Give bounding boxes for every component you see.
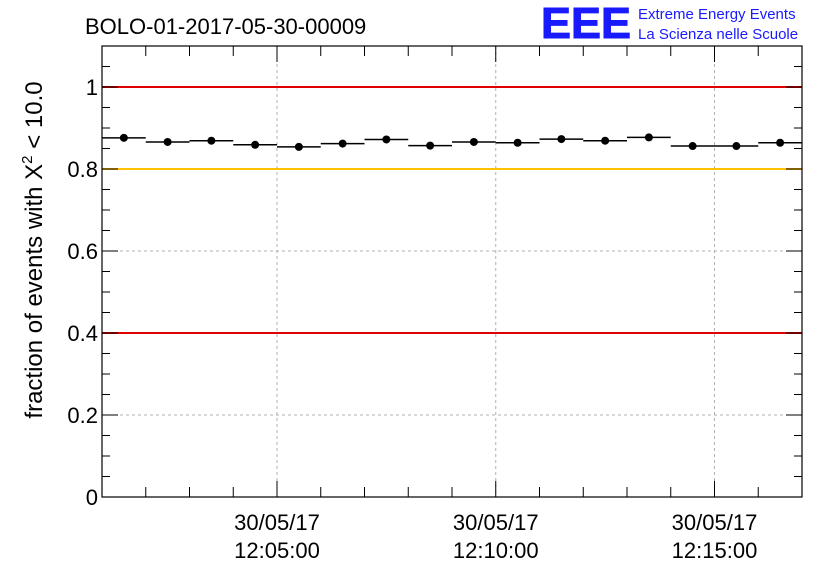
eee-logo-line2: La Scienza nelle Scuole	[638, 26, 798, 43]
threshold-lines	[102, 86, 802, 334]
data-point	[776, 138, 785, 147]
x-tick-label-time: 12:05:00	[234, 538, 320, 563]
x-tick-label-date: 30/05/17	[672, 510, 758, 535]
data-point	[426, 141, 435, 150]
data-point	[732, 142, 741, 151]
data-point	[251, 140, 260, 149]
data-point	[294, 142, 303, 151]
grid	[102, 46, 802, 497]
chart-title: BOLO-01-2017-05-30-00009	[85, 14, 366, 39]
data-point	[513, 138, 522, 147]
axes	[101, 45, 803, 498]
x-tick-label-time: 12:15:00	[672, 538, 758, 563]
x-tick-label-date: 30/05/17	[453, 510, 539, 535]
eee-logo: EEE Extreme Energy Events La Scienza nel…	[541, 0, 799, 49]
y-tick-label: 0.4	[67, 321, 98, 346]
data-point	[163, 137, 172, 146]
y-tick-label: 0.2	[67, 403, 98, 428]
data-point	[469, 137, 478, 146]
y-tick-label: 0	[86, 485, 98, 510]
x-tick-label-time: 12:10:00	[453, 538, 539, 563]
y-axis-label: fraction of events with Χ2 < 10.0	[19, 81, 48, 418]
y-axis-label-sup: 2	[19, 155, 36, 163]
data-point	[119, 133, 128, 142]
y-tick-label: 1	[86, 75, 98, 100]
tick-labels: 0 0.2 0.4 0.6 0.8 1 30/05/17 12:05:00 30/05/17 12…	[67, 75, 757, 563]
data-point	[207, 136, 216, 145]
data-point	[557, 135, 566, 144]
data-point	[601, 136, 610, 145]
eee-logo-line1: Extreme Energy Events	[638, 6, 796, 23]
data-point	[644, 133, 653, 142]
y-tick-label: 0.6	[67, 239, 98, 264]
data-series	[102, 133, 802, 151]
data-point	[382, 135, 391, 144]
y-tick-label: 0.8	[67, 157, 98, 182]
data-point	[338, 139, 347, 148]
eee-logo-letters: EEE	[541, 0, 631, 48]
y-axis-label-main: fraction of events with Χ	[21, 164, 48, 419]
plot-frame	[101, 45, 803, 498]
x-tick-label-date: 30/05/17	[234, 510, 320, 535]
y-axis-label-tail: < 10.0	[21, 81, 48, 155]
data-point	[688, 142, 697, 151]
